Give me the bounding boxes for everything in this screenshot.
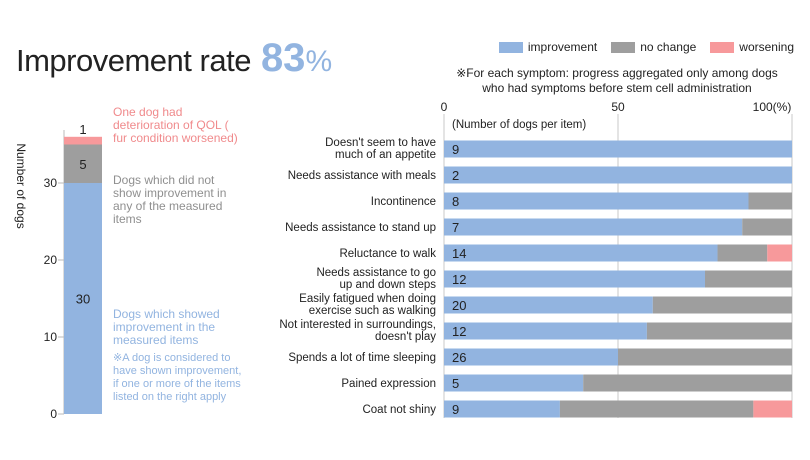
aggregation-note: ※For each symptom: progress aggregated o… (432, 66, 802, 96)
stack-segment-improvement (64, 183, 102, 414)
category-label: Incontinence (371, 196, 436, 208)
bar-segment-improvement (444, 374, 584, 392)
title-text: Improvement rate (16, 43, 251, 78)
category-label: Reluctance to walk (339, 248, 436, 260)
category-label: up and down steps (339, 279, 436, 291)
stack-value-label: 30 (76, 292, 90, 307)
bar-row: Reluctance to walk 14 (339, 244, 792, 262)
annotation-no-change: Dogs which did not show improvement in a… (113, 173, 227, 226)
bar-row: Coat not shiny 9 (362, 400, 792, 418)
bar-row: Not interested in surroundings,doesn't p… (279, 319, 792, 343)
bar-segment-no-change (705, 270, 792, 288)
bar-segment-no-change (583, 374, 792, 392)
annotation-footnote: ※A dog is considered to have shown impro… (113, 352, 242, 403)
legend-label-improvement: improvement (527, 40, 598, 54)
bar-row: Needs assistance with meals 2 (288, 166, 792, 184)
bar-segment-no-change (742, 218, 792, 236)
bar-row: Needs assistance to stand up 7 (285, 218, 792, 236)
category-label: Needs assistance to stand up (285, 222, 436, 234)
annotation-improvement: Dogs which showed improvement in the mea… (113, 307, 220, 347)
note-line-1: ※For each symptom: progress aggregated o… (456, 66, 778, 80)
bar-segment-improvement (444, 218, 743, 236)
y-tick-label: 10 (44, 330, 58, 344)
dog-count-label: 12 (452, 272, 466, 287)
bar-segment-worsening (753, 400, 792, 418)
dog-count-label: 5 (452, 376, 459, 391)
bar-row: Incontinence 8 (371, 192, 792, 210)
category-label: Doesn't seem to have (325, 137, 436, 149)
dog-count-label: 26 (452, 350, 466, 365)
bar-segment-no-change (559, 400, 754, 418)
stack-segment-worsening (64, 136, 102, 145)
bar-segment-improvement (444, 192, 749, 210)
category-label: Coat not shiny (362, 404, 436, 416)
rate-value: 83 (260, 36, 306, 80)
legend-label-no-change: no change (640, 40, 697, 54)
stack-segment-no-change (64, 144, 102, 183)
y-tick-label: 20 (44, 253, 58, 267)
bar-segment-improvement (444, 140, 792, 158)
bar-segment-no-change (748, 192, 792, 210)
legend-item-worsening: worsening (710, 40, 794, 54)
bar-segment-improvement (444, 400, 560, 418)
note-line-2: who had symptoms before stem cell admini… (482, 81, 752, 95)
category-label: Spends a lot of time sleeping (288, 352, 436, 364)
bar-segment-improvement (444, 166, 792, 184)
category-label: Easily fatigued when doing (299, 293, 436, 305)
bar-row: Pained expression 5 (341, 374, 792, 392)
category-label: doesn't play (375, 331, 436, 343)
count-header: (Number of dogs per item) (452, 119, 586, 131)
legend-swatch-no-change (611, 41, 636, 53)
category-label: Needs assistance with meals (288, 170, 437, 182)
y-axis-label: Number of dogs (14, 143, 28, 228)
dog-count-label: 20 (452, 298, 466, 313)
annotation-worsening: One dog had deterioration of QOL ( fur c… (113, 105, 238, 145)
bar-segment-no-change (618, 348, 792, 366)
dog-count-label: 9 (452, 142, 459, 157)
bar-row: Spends a lot of time sleeping 26 (288, 348, 792, 366)
bar-segment-no-change (717, 244, 768, 262)
bar-segment-improvement (444, 244, 718, 262)
y-tick-label: 0 (50, 407, 57, 421)
legend-swatch-improvement (498, 41, 523, 53)
bar-segment-worsening (767, 244, 792, 262)
dog-count-label: 9 (452, 402, 459, 417)
bar-segment-improvement (444, 270, 705, 288)
page-title: Improvement rate 83% (16, 36, 332, 81)
bar-segment-no-change (646, 322, 792, 340)
stack-value-label: 5 (79, 157, 86, 172)
bar-segment-improvement (444, 348, 618, 366)
category-label: exercise such as walking (309, 305, 436, 317)
legend: improvement no change worsening (498, 40, 794, 54)
x-tick-label: 100(%) (753, 100, 792, 114)
stack-value-label: 1 (79, 122, 86, 137)
bar-segment-improvement (444, 296, 653, 314)
dog-count-label: 14 (452, 246, 466, 261)
legend-label-worsening: worsening (739, 40, 794, 54)
symptom-chart: 0 50 100(%) (Number of dogs per item) Does… (279, 100, 793, 418)
category-label: Pained expression (341, 378, 436, 390)
dog-count-label: 8 (452, 194, 459, 209)
category-label: Not interested in surroundings, (279, 319, 436, 331)
bar-segment-improvement (444, 322, 647, 340)
legend-item-no-change: no change (611, 40, 696, 54)
legend-item-improvement: improvement (498, 40, 598, 54)
dog-count-label: 12 (452, 324, 466, 339)
rate-unit: % (305, 45, 333, 78)
x-tick-label: 50 (611, 100, 625, 114)
x-tick-label: 0 (441, 100, 448, 114)
dog-count-label: 7 (452, 220, 459, 235)
bar-segment-no-change (652, 296, 792, 314)
y-tick-label: 30 (44, 176, 58, 190)
category-label: much of an appetite (335, 149, 436, 161)
category-label: Needs assistance to go (316, 267, 436, 279)
dog-count-label: 2 (452, 168, 459, 183)
total-dogs-chart: Number of dogs 0 10 20 30 30 5 1 (14, 122, 102, 421)
legend-swatch-worsening (710, 41, 735, 53)
